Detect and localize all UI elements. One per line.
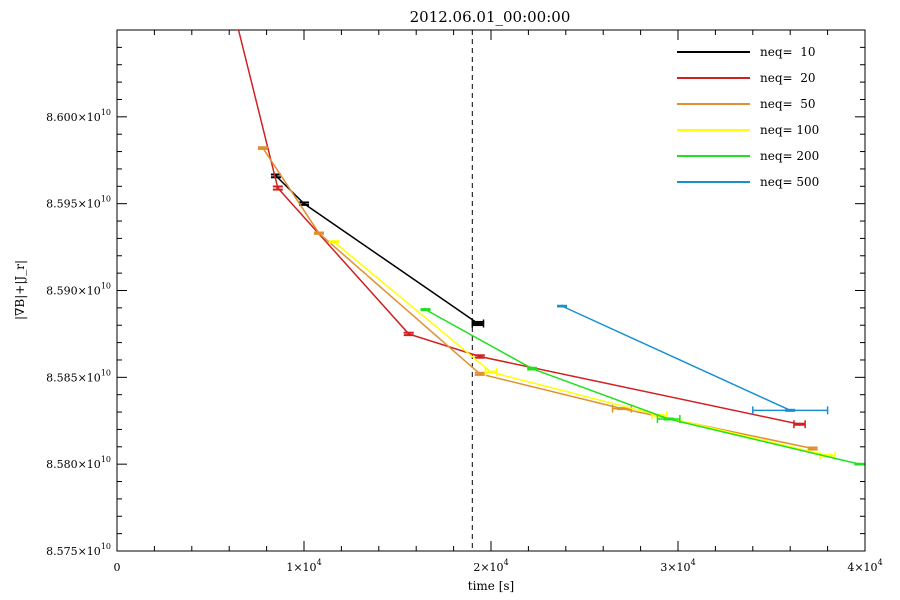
data-point bbox=[798, 422, 802, 426]
y-axis: 8.575×10108.580×10108.585×10108.590×1010… bbox=[46, 46, 865, 558]
x-tick-label-mantissa: 2×10 bbox=[473, 561, 503, 574]
data-point bbox=[489, 370, 493, 374]
x-tick-label-exponent: 4 bbox=[317, 558, 322, 567]
x-tick-label-exponent: 4 bbox=[691, 558, 696, 567]
data-point bbox=[811, 447, 815, 451]
x-tick-label-mantissa: 4×10 bbox=[847, 561, 877, 574]
x-tick-label: 1×104 bbox=[286, 558, 321, 574]
series-5 bbox=[557, 304, 829, 415]
legend-label: neq= 500 bbox=[760, 175, 819, 189]
legend-item: neq= 500 bbox=[677, 175, 819, 189]
y-tick-label: 8.595×1010 bbox=[46, 195, 111, 211]
series-group bbox=[237, 29, 865, 466]
plot-frame bbox=[116, 29, 866, 552]
legend-label: neq= 10 bbox=[760, 45, 815, 59]
series-line bbox=[333, 241, 828, 457]
data-point bbox=[476, 321, 480, 325]
data-point bbox=[560, 304, 564, 308]
y-tick-label-exponent: 10 bbox=[101, 282, 111, 291]
series-1 bbox=[237, 29, 806, 429]
data-point bbox=[530, 367, 534, 371]
y-tick-label-exponent: 10 bbox=[101, 368, 111, 377]
data-point bbox=[407, 332, 411, 336]
data-point bbox=[276, 186, 280, 190]
y-tick-label: 8.585×1010 bbox=[46, 368, 111, 384]
y-axis-label-text: |∇B|+|J_r| bbox=[13, 260, 27, 320]
data-point bbox=[302, 202, 306, 206]
series-line bbox=[262, 147, 813, 450]
data-point bbox=[332, 240, 336, 244]
legend-label: neq= 100 bbox=[760, 123, 819, 137]
x-tick-label-mantissa: 3×10 bbox=[660, 561, 690, 574]
y-tick-label-exponent: 10 bbox=[101, 542, 111, 551]
series-line bbox=[275, 175, 479, 325]
legend-item: neq= 20 bbox=[677, 71, 815, 85]
y-tick-label-mantissa: 8.585×10 bbox=[46, 371, 101, 384]
y-tick-label-mantissa: 8.590×10 bbox=[46, 285, 101, 298]
y-tick-label-exponent: 10 bbox=[101, 108, 111, 117]
x-tick-label: 0 bbox=[114, 561, 121, 574]
legend-label: neq= 20 bbox=[760, 71, 815, 85]
data-point bbox=[857, 462, 861, 466]
x-tick-label: 4×104 bbox=[847, 558, 882, 574]
x-axis: 0 1×104 2×104 3×104 4×104 bbox=[114, 30, 883, 574]
data-point bbox=[620, 407, 624, 411]
data-point bbox=[261, 146, 265, 150]
x-axis-label: time [s] bbox=[468, 579, 514, 593]
legend-item: neq= 100 bbox=[677, 123, 819, 137]
data-point bbox=[667, 417, 671, 421]
y-tick-label: 8.590×1010 bbox=[46, 282, 111, 298]
chart-title: 2012.06.01_00:00:00 bbox=[410, 8, 571, 26]
legend: neq= 10 neq= 20 neq= 50 neq= 100 neq= 200 neq… bbox=[677, 45, 819, 189]
y-tick-label-mantissa: 8.575×10 bbox=[46, 545, 101, 558]
y-tick-label: 8.600×1010 bbox=[46, 108, 111, 124]
legend-label: neq= 50 bbox=[760, 97, 815, 111]
y-axis-label: |∇B|+|J_r| bbox=[13, 260, 27, 320]
series-line bbox=[425, 308, 860, 465]
legend-item: neq= 50 bbox=[677, 97, 815, 111]
legend-item: neq= 200 bbox=[677, 149, 819, 163]
y-tick-label-exponent: 10 bbox=[101, 195, 111, 204]
series-0 bbox=[270, 173, 485, 328]
x-tick-label: 2×104 bbox=[473, 558, 508, 574]
x-tick-label-mantissa: 1×10 bbox=[286, 561, 316, 574]
data-point bbox=[478, 354, 482, 358]
y-tick-label-mantissa: 8.580×10 bbox=[46, 458, 101, 471]
data-point bbox=[788, 408, 792, 412]
data-point bbox=[478, 372, 482, 376]
x-tick-label-exponent: 4 bbox=[504, 558, 509, 567]
y-tick-label: 8.580×1010 bbox=[46, 455, 111, 471]
x-tick-label-mantissa: 0 bbox=[114, 561, 121, 574]
legend-label: neq= 200 bbox=[760, 149, 819, 163]
data-point bbox=[317, 231, 321, 235]
series-4 bbox=[420, 308, 865, 466]
y-tick-label-mantissa: 8.595×10 bbox=[46, 198, 101, 211]
y-tick-label: 8.575×1010 bbox=[46, 542, 111, 558]
y-tick-label-exponent: 10 bbox=[101, 455, 111, 464]
y-tick-label-mantissa: 8.600×10 bbox=[46, 111, 101, 124]
series-line bbox=[237, 29, 800, 425]
series-2 bbox=[257, 146, 818, 451]
series-line bbox=[561, 305, 791, 412]
x-tick-label: 3×104 bbox=[660, 558, 695, 574]
x-tick-label-exponent: 4 bbox=[878, 558, 883, 567]
data-point bbox=[424, 308, 428, 312]
legend-item: neq= 10 bbox=[677, 45, 815, 59]
